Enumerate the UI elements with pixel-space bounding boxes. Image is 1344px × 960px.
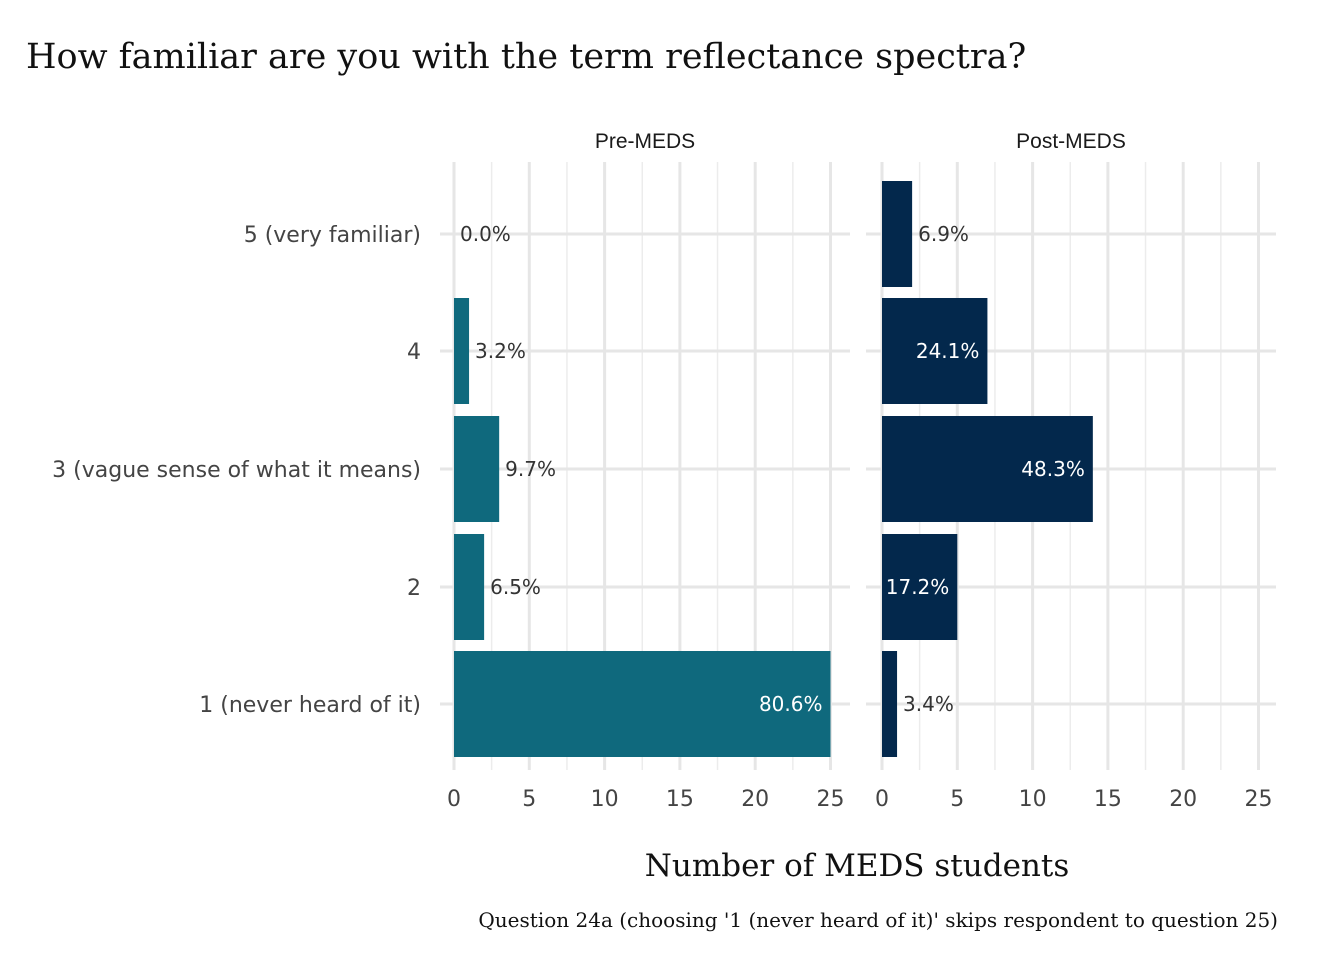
bar-label: 80.6% <box>759 692 823 716</box>
x-tick-label: 10 <box>591 787 619 812</box>
x-tick-label: 10 <box>1019 787 1047 812</box>
bar <box>882 534 958 640</box>
y-tick-label: 4 <box>407 340 421 365</box>
bar <box>454 298 470 404</box>
facet-strip-label: Pre-MEDS <box>595 130 695 153</box>
x-tick-label: 20 <box>741 787 769 812</box>
bar <box>454 416 500 522</box>
bar <box>882 416 1093 522</box>
bar <box>882 298 988 404</box>
facet-panel-pre-meds: Pre-MEDS 0.0% 3.2% 9.7% 6.5% 80.6% 0 5 10 15 20 25 <box>440 130 850 812</box>
bar-label: 17.2% <box>886 575 950 599</box>
x-tick-label: 15 <box>666 787 694 812</box>
bar-label: 6.5% <box>490 575 541 599</box>
x-tick-label: 0 <box>447 787 461 812</box>
x-tick-label: 5 <box>950 787 964 812</box>
x-tick-label: 25 <box>1245 787 1273 812</box>
bar-label: 6.9% <box>918 222 969 246</box>
x-tick-label: 5 <box>522 787 536 812</box>
bar-label: 48.3% <box>1021 457 1085 481</box>
chart-caption: Question 24a (choosing '1 (never heard o… <box>478 908 1278 932</box>
y-tick-label: 5 (very familiar) <box>244 223 421 248</box>
bar <box>454 534 485 640</box>
y-tick-label: 2 <box>407 576 421 601</box>
y-tick-label: 1 (never heard of it) <box>199 693 421 718</box>
chart-title: How familiar are you with the term refle… <box>26 37 1026 77</box>
bar-label: 3.2% <box>475 339 526 363</box>
x-axis-label: Number of MEDS students <box>645 848 1070 884</box>
bar-label: 3.4% <box>903 692 954 716</box>
bar <box>882 651 898 757</box>
bar-label: 24.1% <box>916 339 980 363</box>
x-tick-label: 0 <box>875 787 889 812</box>
x-tick-label: 15 <box>1094 787 1122 812</box>
facet-panel-post-meds: Post-MEDS 6.9% 24.1% 48.3% 17.2% 3.4% 0 5 10 15 20… <box>866 130 1276 812</box>
y-tick-label: 3 (vague sense of what it means) <box>52 458 421 483</box>
x-tick-label: 25 <box>817 787 845 812</box>
bar-label: 9.7% <box>505 457 556 481</box>
facet-strip-label: Post-MEDS <box>1016 130 1126 153</box>
x-tick-label: 20 <box>1169 787 1197 812</box>
bar-label: 0.0% <box>460 222 511 246</box>
bar <box>882 181 913 287</box>
bar <box>454 651 831 757</box>
